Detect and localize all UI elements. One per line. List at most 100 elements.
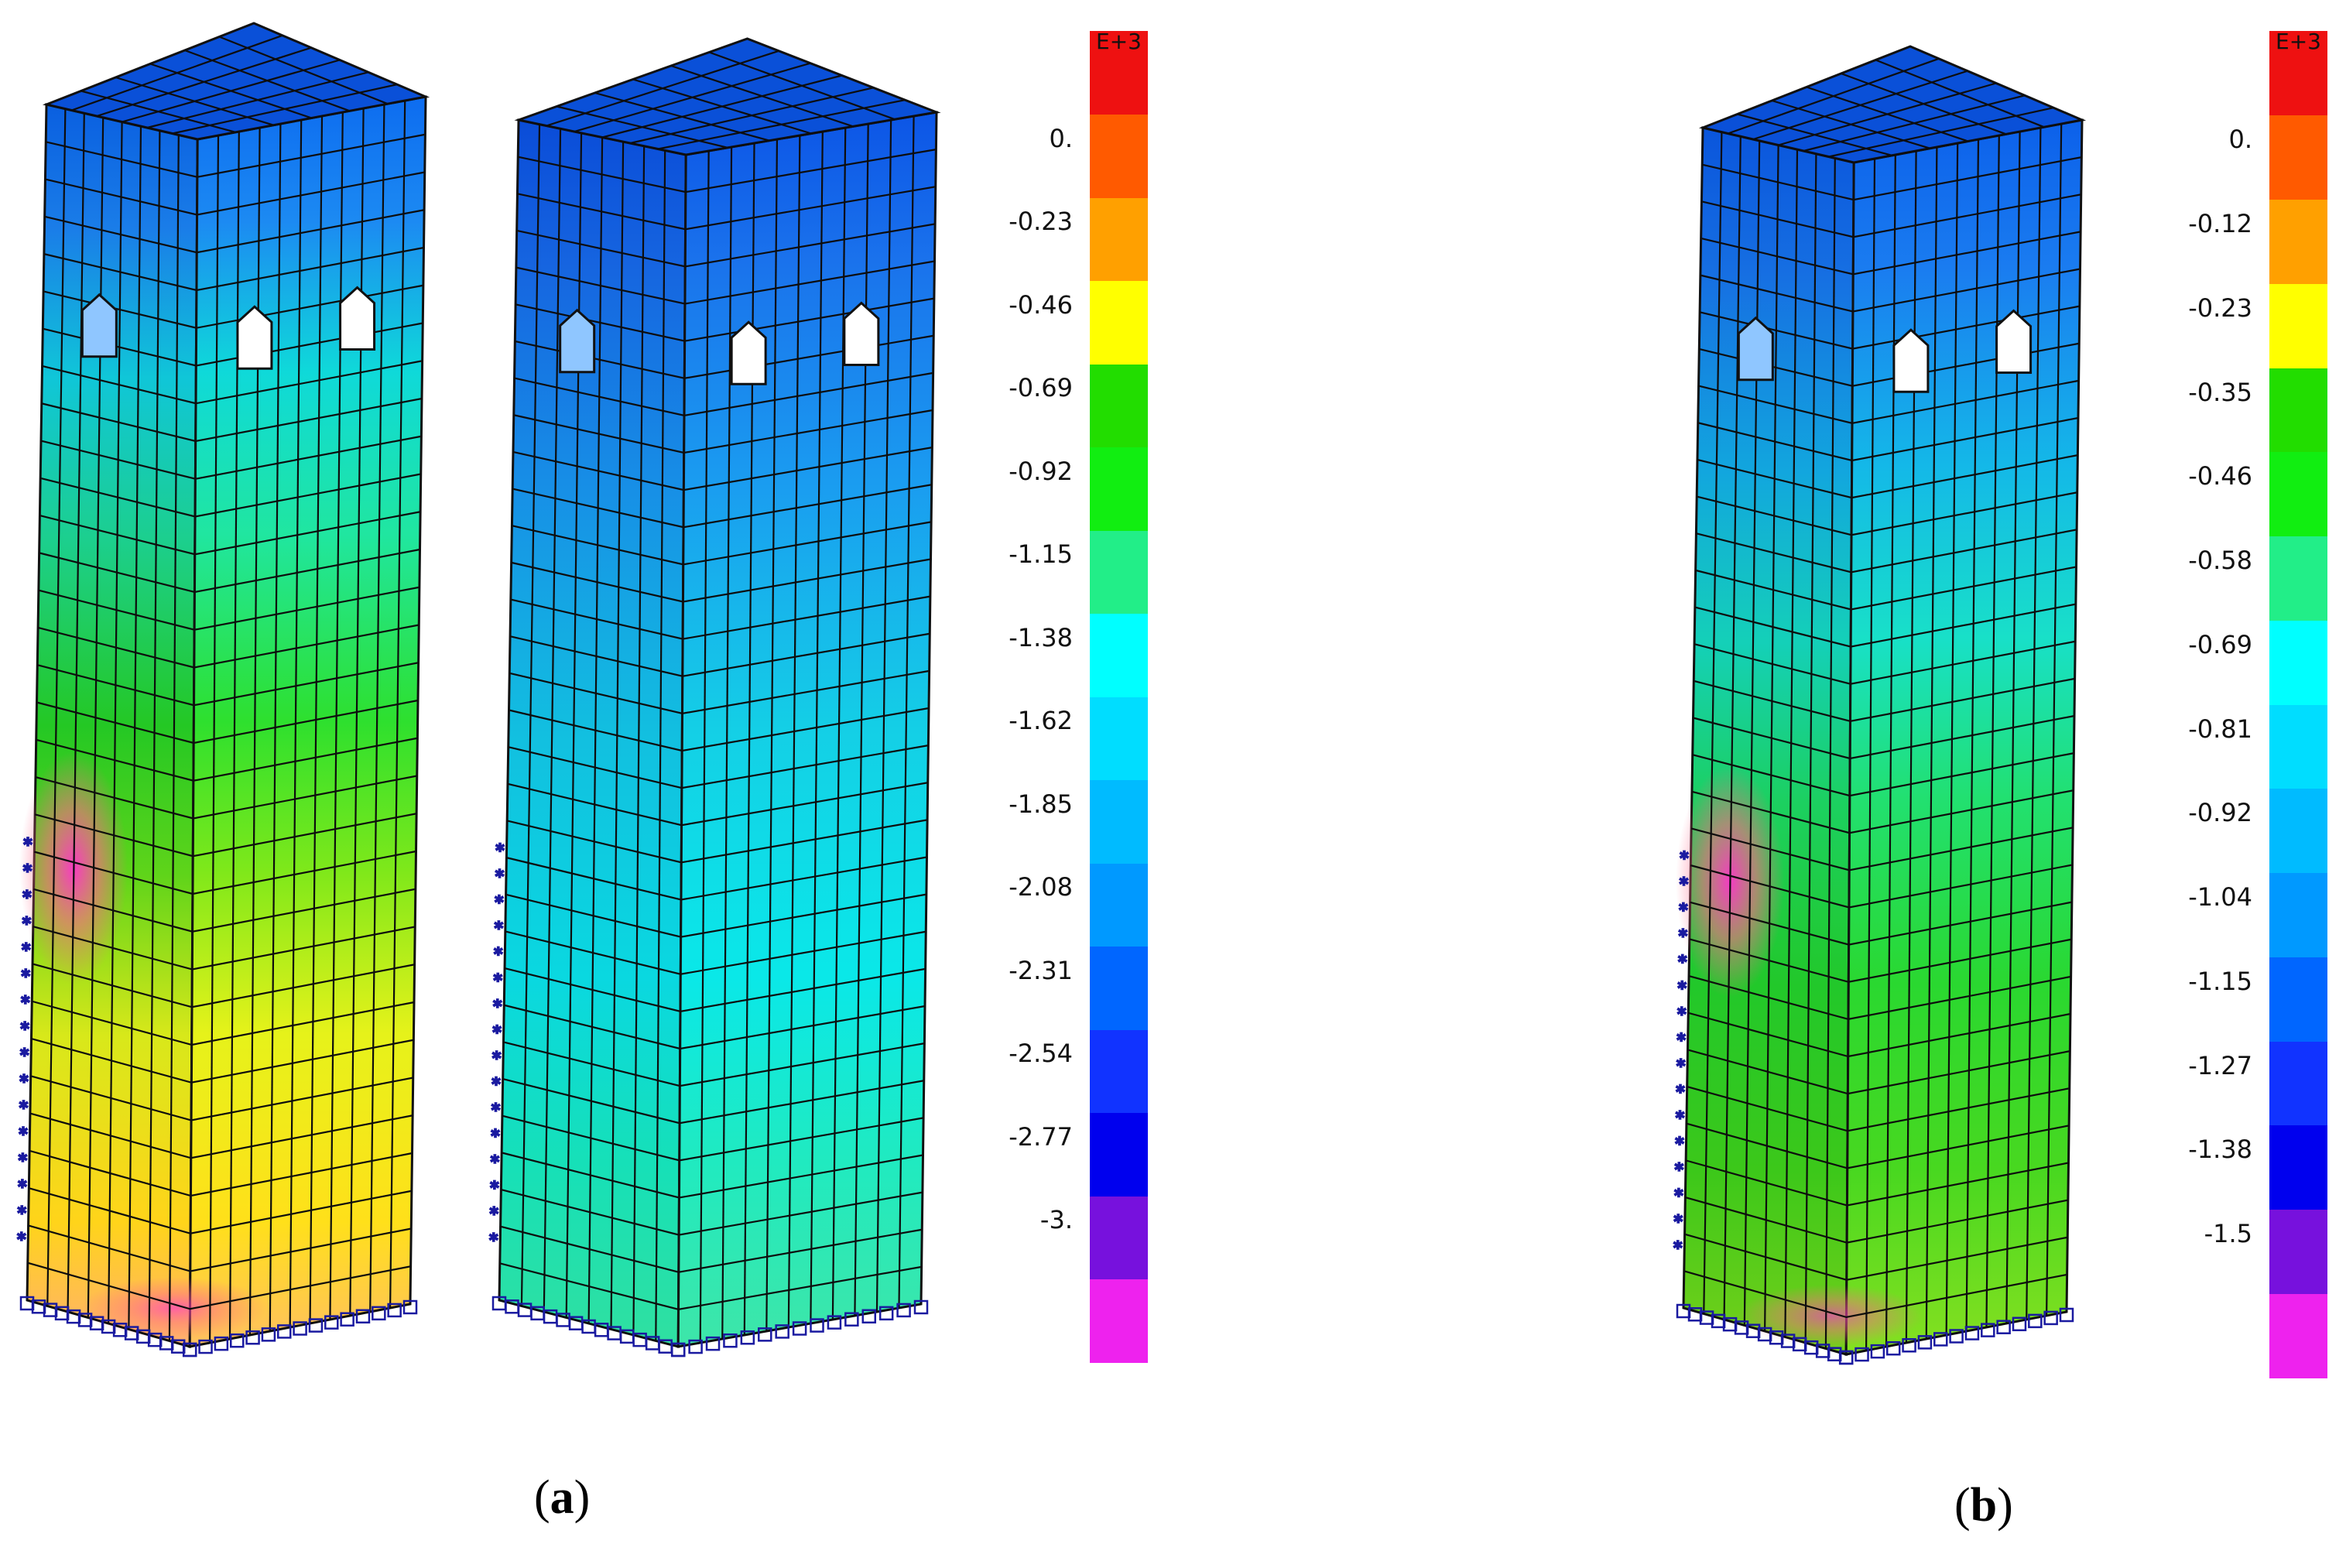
legend-b-value-label: -0.23 <box>2188 293 2252 323</box>
legend-b-band <box>2269 283 2327 368</box>
legend-b-band <box>2269 1293 2327 1378</box>
legend-a-band <box>1090 197 1148 281</box>
legend-a-value-label: -0.92 <box>1009 456 1073 486</box>
legend-a-value-label: 0. <box>1049 123 1073 153</box>
legend-b-band <box>2269 31 2327 116</box>
tower-a-left-belfry-opening <box>80 293 118 358</box>
legend-b-value-label: -0.92 <box>2188 798 2252 828</box>
legend-a-value-label: -1.15 <box>1009 539 1073 570</box>
tower-a-left-constraint-marker: * <box>18 1204 26 1224</box>
tower-a-left-belfry-opening <box>236 305 273 370</box>
legend-b-band <box>2269 788 2327 873</box>
tower-b-belfry-opening <box>1737 316 1774 382</box>
legend-b-value-label: -0.81 <box>2188 714 2252 744</box>
tower-a-right-belfry-opening <box>843 301 880 366</box>
tower-a-right-mesh <box>498 50 937 1348</box>
legend-b-colorbar: E+3 <box>2269 31 2327 1378</box>
tower-b-base-supports: * * * * * * * * * * * * * * * * <box>1673 848 2074 1365</box>
tower-a-left-constraint-marker: * <box>20 1073 29 1092</box>
legend-a-band <box>1090 779 1148 864</box>
legend-a-value-label: -1.38 <box>1009 622 1073 652</box>
legend-b-value-label: 0. <box>2228 125 2252 155</box>
legend-b-band <box>2269 704 2327 789</box>
panel-label-b: (b) <box>1954 1479 2013 1532</box>
legend-b-band <box>2269 872 2327 957</box>
tower-a-right-constraint-marker: * <box>492 1049 501 1069</box>
legend-a-band <box>1090 280 1148 365</box>
legend-b-band <box>2269 536 2327 621</box>
tower-a-right-constraint-marker: * <box>491 1101 500 1121</box>
legend-a-value-label: -2.54 <box>1009 1039 1073 1069</box>
legend-a-value-label: -1.85 <box>1009 789 1073 819</box>
legend-b-band <box>2269 620 2327 705</box>
tower-model-a-right: * * * * * * * * * * * * * * * * <box>488 37 941 1357</box>
tower-a-left-constraint-marker: * <box>19 1152 27 1171</box>
legend-a-band <box>1090 1279 1148 1363</box>
legend-a-value-label: -2.77 <box>1009 1121 1073 1152</box>
tower-b-constraint-marker: * <box>1675 1135 1683 1155</box>
legend-a-value-label: -2.08 <box>1009 872 1073 902</box>
tower-b-constraint-marker: * <box>1674 1187 1683 1207</box>
legend-a-band <box>1090 364 1148 447</box>
tower-b-constraint-marker: * <box>1675 1161 1683 1180</box>
legend-a-band <box>1090 697 1148 780</box>
tower-b-constraint-marker: * <box>1676 1109 1684 1128</box>
tower-b-constraint-marker: * <box>1677 1005 1686 1025</box>
legend-a-value-label: -0.69 <box>1009 373 1073 403</box>
legend-b-band <box>2269 451 2327 536</box>
legend-b-value-label: -1.27 <box>2188 1050 2252 1080</box>
tower-b-belfry-opening <box>1995 309 2033 374</box>
legend-b-value-label: -0.69 <box>2188 629 2252 659</box>
tower-a-right-belfry-opening <box>730 320 767 385</box>
tower-a-left-constraint-marker: * <box>23 862 32 882</box>
legend-b-value-label: -0.46 <box>2188 461 2252 491</box>
legend-a-band <box>1090 530 1148 614</box>
tower-b-constraint-marker: * <box>1680 875 1688 895</box>
legend-a-band <box>1090 613 1148 697</box>
legend-b-value-label: -1.5 <box>2204 1219 2252 1249</box>
tower-b-constraint-marker: * <box>1678 979 1687 998</box>
legend-a-value-label: -2.31 <box>1009 955 1073 985</box>
tower-b-belfry-opening <box>1892 328 1930 393</box>
legend-a: E+3 0. -0.23 -0.46 -0.69 -0.92 -1.15 -1.38 -1.6… <box>998 29 1153 1363</box>
tower-a-left-constraint-marker: * <box>22 915 31 934</box>
tower-a-left-base-hotspot <box>81 1277 268 1339</box>
legend-b-value-label: -0.35 <box>2188 377 2252 407</box>
legend-b-band <box>2269 1125 2327 1210</box>
tower-a-left-left-face <box>26 103 199 1348</box>
legend-b-band <box>2269 1041 2327 1126</box>
tower-b-constraint-marker: * <box>1678 953 1687 973</box>
legend-a-band <box>1090 114 1148 198</box>
legend-b-value-label: -1.04 <box>2188 882 2252 912</box>
legend-a-value-label: -0.46 <box>1009 289 1073 320</box>
legend-b-exponent: E+3 <box>2276 29 2321 54</box>
legend-b-value-label: -1.38 <box>2188 1135 2252 1165</box>
tower-a-left-base-supports: * * * * * * * * * * * * * * * * <box>16 835 418 1357</box>
legend-b-band <box>2269 1209 2327 1294</box>
legend-a-exponent: E+3 <box>1096 29 1142 54</box>
legend-b-value-label: -0.58 <box>2188 546 2252 576</box>
tower-a-left-constraint-marker: * <box>22 967 30 987</box>
legend-a-band <box>1090 946 1148 1030</box>
tower-a-right-belfry-opening <box>559 308 596 374</box>
legend-a-band <box>1090 863 1148 947</box>
tower-a-right-constraint-marker: * <box>495 919 503 939</box>
tower-a-right-constraint-marker: * <box>496 842 505 861</box>
tower-b-constraint-marker: * <box>1679 927 1687 947</box>
legend-a-value-label: -0.23 <box>1009 207 1073 237</box>
tower-a-right-base-supports: * * * * * * * * * * * * * * * * <box>488 840 929 1357</box>
legend-a-band <box>1090 31 1148 115</box>
tower-a-left-belfry-opening <box>339 286 376 351</box>
tower-a-left-constraint-marker: * <box>19 1125 27 1145</box>
tower-a-left-constraint-marker: * <box>17 1231 26 1250</box>
tower-b-constraint-marker: * <box>1676 1083 1685 1102</box>
tower-a-right-constraint-marker: * <box>492 1075 501 1094</box>
legend-b-band <box>2269 115 2327 200</box>
legend-a-band <box>1090 1112 1148 1197</box>
tower-a-right-constraint-marker: * <box>490 1179 498 1199</box>
tower-b-constraint-marker: * <box>1680 850 1689 869</box>
legend-b-value-label: -1.15 <box>2188 966 2252 996</box>
tower-a-right-constraint-marker: * <box>493 1023 502 1042</box>
tower-a-right-constraint-marker: * <box>494 971 502 991</box>
